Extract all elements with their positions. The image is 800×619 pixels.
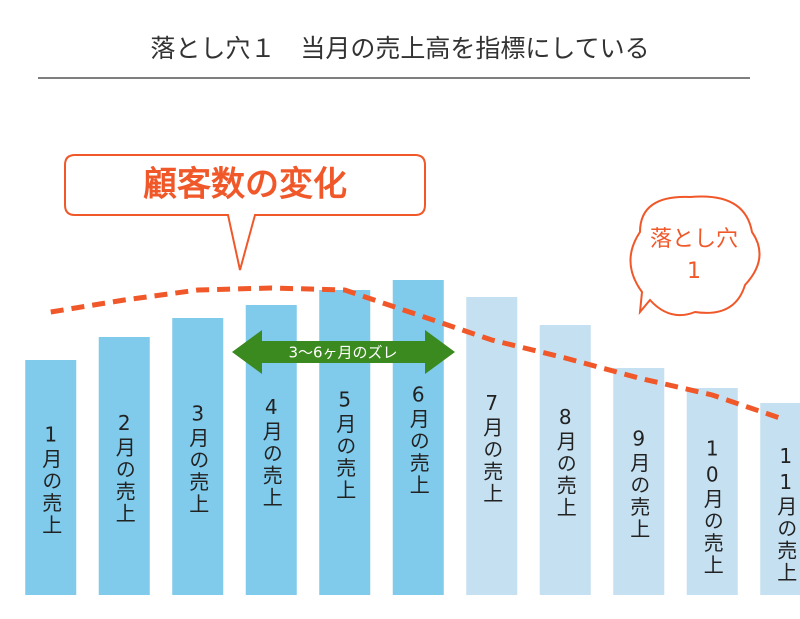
bar-label: 1月の売上 bbox=[39, 423, 63, 537]
bar-label: 3月の売上 bbox=[186, 402, 210, 516]
bar bbox=[25, 360, 77, 595]
bar-label: 11月の売上 bbox=[774, 444, 798, 584]
callout-text: 顧客数の変化 bbox=[143, 165, 347, 205]
callout-box bbox=[64, 154, 426, 271]
overlay: 顧客数の変化 落とし穴 1 bbox=[64, 154, 761, 316]
bar bbox=[319, 290, 371, 595]
bar-label: 9月の売上 bbox=[627, 427, 651, 541]
bar bbox=[392, 280, 444, 595]
bar-label: 5月の売上 bbox=[333, 388, 357, 502]
bar bbox=[613, 368, 665, 595]
bar-label: 10月の売上 bbox=[700, 437, 724, 577]
bar-label: 4月の売上 bbox=[259, 395, 283, 509]
bar-label: 6月の売上 bbox=[406, 383, 430, 497]
cloud-text: 1 bbox=[687, 259, 701, 284]
bar bbox=[98, 337, 150, 595]
bar bbox=[539, 325, 591, 595]
bar-label: 8月の売上 bbox=[553, 405, 577, 519]
bar bbox=[760, 403, 800, 595]
bar-label: 2月の売上 bbox=[112, 411, 136, 525]
bar bbox=[686, 388, 738, 595]
chart-title: 落とし穴１ 当月の売上高を指標にしている bbox=[150, 34, 649, 63]
bars: 1月の売上 2月の売上 3月の売上 4月の売上 5月の売上 6月の売上 7月の売上 8月の売上… bbox=[25, 280, 800, 595]
arrow-label: 3〜6ヶ月のズレ bbox=[288, 344, 397, 362]
bar bbox=[172, 318, 224, 595]
cloud-text: 落とし穴 bbox=[650, 227, 738, 252]
bar-label: 7月の売上 bbox=[480, 391, 504, 505]
shift-arrow bbox=[232, 330, 455, 374]
cloud bbox=[629, 195, 761, 316]
